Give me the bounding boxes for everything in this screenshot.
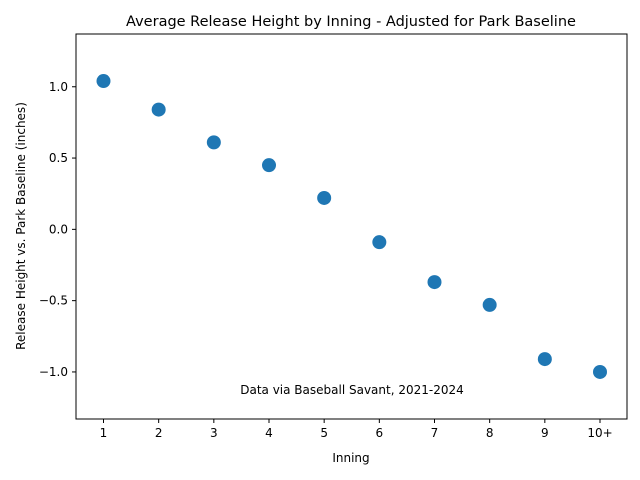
- data-point-inning-9: [537, 352, 552, 367]
- data-point-inning-6: [372, 235, 387, 250]
- x-tick-label: 9: [541, 426, 549, 440]
- plot-area: [96, 74, 607, 379]
- data-point-inning-8: [482, 297, 497, 312]
- y-tick-label: 0.0: [49, 222, 68, 236]
- source-annotation: Data via Baseball Savant, 2021-2024: [240, 383, 464, 397]
- data-point-inning-1: [96, 74, 111, 89]
- x-tick-label: 8: [486, 426, 494, 440]
- axes-frame: [75, 33, 628, 420]
- data-point-inning-4: [262, 158, 276, 173]
- x-axis: 1 2 3 4 5 6 7 8 9 10+: [100, 419, 613, 440]
- data-point-inning-5: [317, 190, 332, 205]
- x-tick-label: 6: [376, 426, 384, 440]
- y-tick-label: 0.5: [49, 151, 68, 165]
- chart-title: Average Release Height by Inning - Adjus…: [126, 14, 576, 30]
- y-tick-label: 1.0: [49, 80, 68, 94]
- x-axis-label: Inning: [332, 451, 369, 465]
- x-tick-label: 7: [431, 426, 439, 440]
- x-tick-label: 5: [320, 426, 328, 440]
- x-tick-label: 2: [155, 426, 163, 440]
- x-tick-label: 1: [100, 426, 108, 440]
- y-tick-label: −1.0: [39, 365, 68, 379]
- data-point-inning-2: [151, 102, 166, 117]
- x-tick-label: 4: [265, 426, 273, 440]
- y-axis-label: Release Height vs. Park Baseline (inches…: [14, 102, 28, 350]
- y-tick-label: −0.5: [39, 294, 68, 308]
- y-axis: −1.0 −0.5 0.0 0.5 1.0: [39, 80, 76, 379]
- data-point-inning-10+: [593, 364, 607, 379]
- x-tick-label: 3: [210, 426, 218, 440]
- data-point-inning-3: [206, 135, 221, 150]
- x-tick-label: 10+: [587, 426, 612, 440]
- data-point-inning-7: [427, 275, 442, 290]
